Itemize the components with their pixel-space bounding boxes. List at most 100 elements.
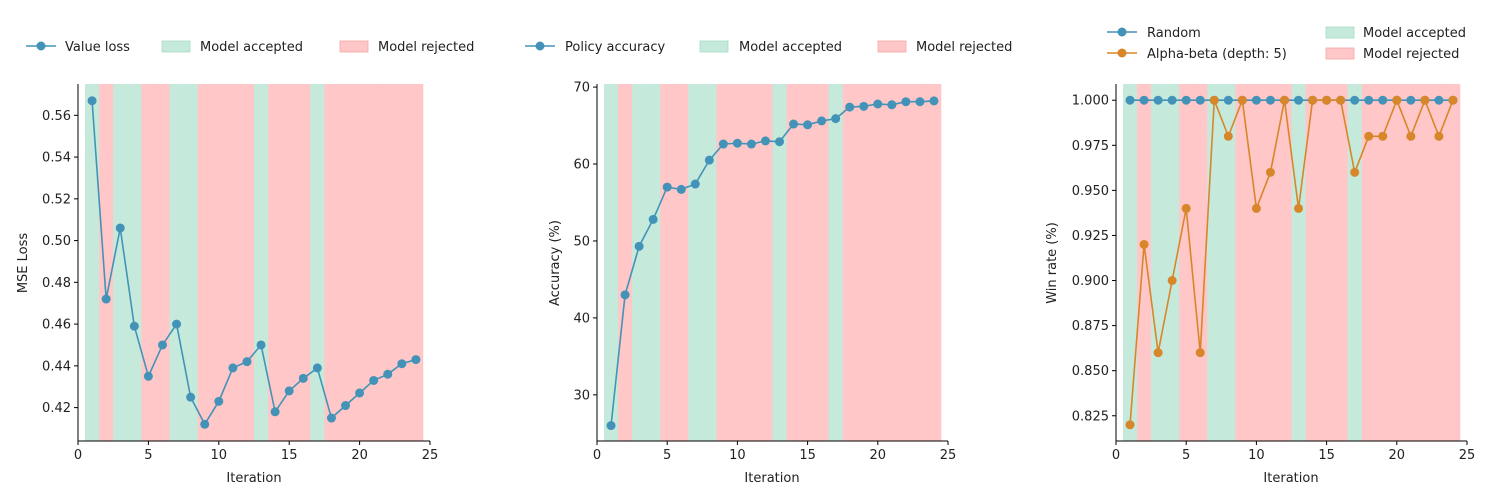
data-point-alpha-beta-depth-5 [1308,95,1318,105]
band-rejected [1389,84,1405,441]
data-point-policy-accuracy [690,179,700,189]
data-point-random [1364,95,1374,105]
band-rejected [324,84,339,441]
y-tick-label: 1.000 [1072,94,1109,109]
data-point-alpha-beta-depth-5 [1209,95,1219,105]
data-point-alpha-beta-depth-5 [1237,95,1247,105]
data-point-value-loss [242,357,252,367]
band-rejected [1235,84,1250,441]
data-point-random [1406,95,1416,105]
band-rejected [408,84,424,441]
panel-policy-accuracy: Policy accuracy Model accepted Model rej… [525,40,1012,486]
band-rejected [786,84,801,441]
band-accepted [828,84,843,441]
band-rejected [225,84,241,441]
x-tick-label: 5 [144,448,152,463]
data-point-policy-accuracy [648,214,658,224]
data-point-alpha-beta-depth-5 [1434,131,1444,141]
data-point-alpha-beta-depth-5 [1265,167,1275,177]
band-rejected [1431,84,1447,441]
data-point-value-loss [298,373,308,383]
band-rejected [660,84,675,441]
y-tick-label: 0.42 [42,401,71,416]
y-tick-label: 70 [573,81,590,96]
band-rejected [716,84,731,441]
data-point-value-loss [411,355,421,365]
data-point-value-loss [129,321,139,331]
legend: Policy accuracy Model accepted Model rej… [525,40,1012,55]
band-rejected [1333,84,1348,441]
legend-marker-policy-accuracy [535,41,545,51]
band-accepted [85,84,100,441]
x-tick-label: 25 [940,448,957,463]
data-point-value-loss [284,386,294,396]
plot-area-win-rate: 0 5 10 15 20 25 0.825 0.850 0.875 0.900 0.925 0.950… [1072,84,1475,463]
y-tick-label: 0.52 [42,192,71,207]
data-point-policy-accuracy [901,97,911,107]
x-tick-label: 0 [593,448,601,463]
data-point-value-loss [143,371,153,381]
data-point-alpha-beta-depth-5 [1420,95,1430,105]
legend: Value loss Model accepted Model rejected [26,40,474,55]
data-point-random [1195,95,1205,105]
band-rejected [1137,84,1152,441]
x-axis-label: Iteration [744,471,799,486]
y-axis-label: Accuracy (%) [548,220,563,306]
data-point-policy-accuracy [817,116,827,126]
data-point-value-loss [101,294,111,304]
y-tick-label: 0.950 [1072,184,1109,199]
data-point-value-loss [87,96,97,106]
legend-label-value-loss: Value loss [65,40,130,55]
band-accepted [310,84,325,441]
x-tick-label: 0 [74,448,82,463]
data-point-random [1251,95,1261,105]
band-rejected [352,84,367,441]
data-point-policy-accuracy [845,102,855,112]
data-point-policy-accuracy [662,182,672,192]
data-point-value-loss [270,407,280,417]
y-tick-label: 0.825 [1072,409,1109,424]
band-rejected [1417,84,1433,441]
y-tick-label: 0.44 [42,359,71,374]
band-accepted [1123,84,1138,441]
band-rejected [884,84,900,441]
x-tick-label: 25 [1459,448,1476,463]
band-rejected [730,84,745,441]
data-point-policy-accuracy [746,139,756,149]
data-point-policy-accuracy [732,138,742,148]
data-point-value-loss [214,396,224,406]
data-point-alpha-beta-depth-5 [1350,167,1360,177]
band-rejected [618,84,633,441]
band-rejected [1375,84,1391,441]
band-rejected [814,84,829,441]
data-point-value-loss [200,419,210,429]
data-point-policy-accuracy [831,114,841,124]
band-rejected [842,84,858,441]
data-point-alpha-beta-depth-5 [1364,131,1374,141]
x-axis-label: Iteration [226,471,281,486]
data-point-policy-accuracy [718,139,728,149]
data-point-alpha-beta-depth-5 [1378,131,1388,141]
band-rejected [744,84,759,441]
x-tick-label: 20 [351,448,368,463]
y-tick-label: 0.56 [42,109,71,124]
plot-area-policy-accuracy: 0 5 10 15 20 25 30 40 50 60 70 [573,81,956,463]
legend-marker-random [1117,27,1127,37]
x-tick-label: 25 [422,448,439,463]
band-rejected [155,84,170,441]
data-point-value-loss [115,223,125,233]
data-point-policy-accuracy [803,120,813,130]
legend-swatch-accepted [699,40,729,53]
band-rejected [380,84,396,441]
y-tick-label: 0.975 [1072,139,1109,154]
data-point-value-loss [326,413,336,423]
x-tick-label: 0 [1112,448,1120,463]
y-tick-label: 0.875 [1072,319,1109,334]
legend-label-policy-accuracy: Policy accuracy [565,40,665,55]
x-tick-label: 20 [870,448,887,463]
data-point-value-loss [369,375,379,385]
band-rejected [1305,84,1320,441]
series-line-alpha-beta-depth-5 [1129,98,1454,425]
y-tick-label: 60 [573,158,590,173]
data-point-alpha-beta-depth-5 [1322,95,1332,105]
